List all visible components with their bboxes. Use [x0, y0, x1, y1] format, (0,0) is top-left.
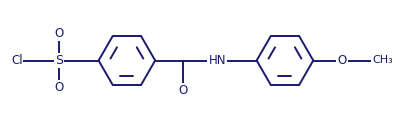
Text: HN: HN: [208, 54, 226, 67]
Text: O: O: [337, 54, 347, 67]
Text: O: O: [54, 81, 64, 94]
Text: O: O: [54, 27, 64, 40]
Text: CH₃: CH₃: [372, 56, 393, 65]
Text: O: O: [178, 84, 188, 97]
Text: Cl: Cl: [11, 54, 23, 67]
Text: S: S: [55, 54, 63, 67]
